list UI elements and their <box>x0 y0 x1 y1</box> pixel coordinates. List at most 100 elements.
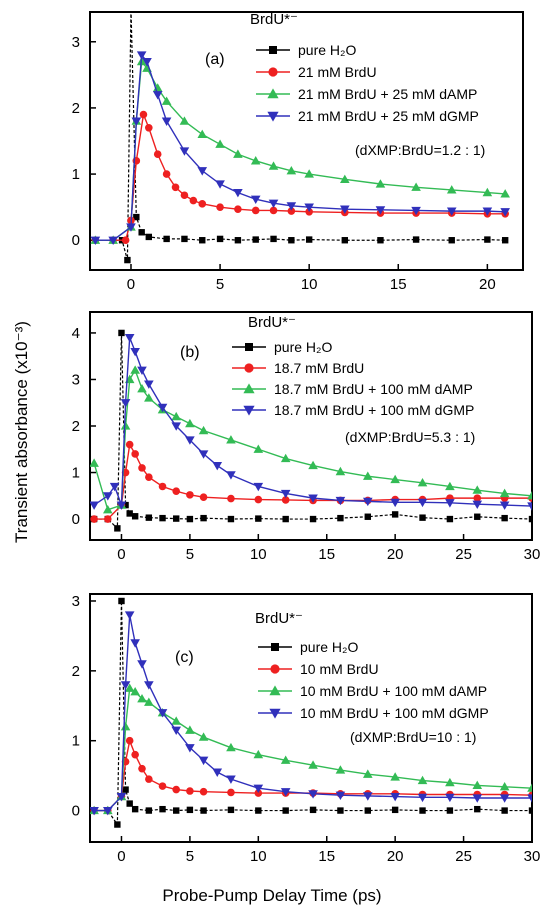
data-point-damp <box>130 687 140 696</box>
data-point-damp <box>152 83 163 92</box>
legend-marker-brdu <box>244 363 254 373</box>
data-point-dgmp <box>198 756 209 766</box>
data-point-brdu <box>251 206 260 215</box>
data-point-pure_h2o <box>364 807 371 814</box>
data-point-pure_h2o <box>501 237 509 244</box>
x-tick-label: 5 <box>216 276 224 293</box>
data-point-damp <box>226 435 236 444</box>
data-point-dgmp <box>500 208 510 217</box>
data-point-damp <box>362 769 373 778</box>
data-point-dgmp <box>124 333 135 343</box>
series-line-dgmp <box>93 337 532 507</box>
data-point-dgmp <box>411 206 421 216</box>
data-point-brdu <box>158 482 167 491</box>
data-point-damp <box>417 775 428 785</box>
data-point-damp <box>280 453 291 463</box>
data-point-damp <box>472 485 483 494</box>
data-point-dgmp <box>390 792 400 802</box>
data-point-pure_h2o <box>501 514 508 522</box>
data-point-dgmp <box>215 180 225 189</box>
x-tick-label: 10 <box>250 546 267 563</box>
data-point-damp <box>171 716 182 725</box>
data-point-pure_h2o <box>234 237 242 244</box>
ratio-annotation: (dXMP:BrdU=5.3 : 1) <box>345 429 475 445</box>
legend-marker-dgmp <box>269 708 281 719</box>
data-point-damp <box>445 481 455 491</box>
data-point-dgmp <box>226 775 236 784</box>
data-point-pure_h2o <box>419 514 426 521</box>
data-point-brdu <box>269 206 278 215</box>
data-point-dgmp <box>131 117 142 126</box>
data-point-brdu <box>171 183 180 192</box>
x-axis-title: Probe-Pump Delay Time (ps) <box>162 886 382 905</box>
data-point-pure_h2o <box>528 515 532 523</box>
data-point-brdu <box>227 788 235 797</box>
data-point-damp <box>286 165 297 175</box>
data-point-dgmp <box>335 791 346 800</box>
data-point-pure_h2o <box>145 233 153 241</box>
data-point-dgmp <box>130 639 140 648</box>
data-point-pure_h2o <box>227 806 235 814</box>
data-point-damp <box>417 477 428 487</box>
data-point-damp <box>445 777 455 787</box>
data-point-damp <box>335 765 346 774</box>
data-point-dgmp <box>116 792 127 802</box>
data-point-dgmp <box>226 471 236 480</box>
data-point-brdu <box>216 203 224 211</box>
data-point-brdu <box>199 493 208 501</box>
y-tick-label: 0 <box>72 803 80 820</box>
data-point-pure_h2o <box>282 515 289 523</box>
legend-marker-brdu <box>270 664 280 674</box>
data-point-brdu <box>145 473 153 481</box>
data-point-damp <box>362 471 373 480</box>
data-point-dgmp <box>212 461 223 471</box>
data-point-dgmp <box>171 422 182 431</box>
data-point-pure_h2o <box>446 515 454 523</box>
data-point-pure_h2o <box>133 213 140 221</box>
data-point-dgmp <box>157 709 168 718</box>
data-point-pure_h2o <box>173 515 180 522</box>
data-point-pure_h2o <box>181 235 188 243</box>
panel-label: (c) <box>175 649 194 666</box>
data-point-pure_h2o <box>337 514 344 522</box>
data-point-pure_h2o <box>126 510 133 517</box>
series-line-dgmp <box>95 53 506 241</box>
data-point-dgmp <box>212 768 223 777</box>
legend-marker-damp <box>243 383 255 394</box>
data-point-pure_h2o <box>122 501 129 509</box>
data-point-pure_h2o <box>118 597 125 605</box>
data-point-dgmp <box>161 117 172 126</box>
data-point-damp <box>527 783 532 792</box>
x-tick-label: 10 <box>250 848 267 865</box>
data-point-pure_h2o <box>282 807 289 814</box>
data-point-damp <box>137 693 147 703</box>
data-point-brdu <box>198 200 207 208</box>
y-tick-label: 3 <box>72 593 80 610</box>
legend-marker-damp <box>269 685 281 696</box>
data-point-damp <box>120 421 131 430</box>
x-tick-label: 0 <box>127 276 135 293</box>
data-point-damp <box>304 169 314 178</box>
series-line-damp <box>94 687 532 812</box>
data-point-brdu <box>287 207 296 215</box>
data-point-dgmp <box>136 51 147 60</box>
data-point-dgmp <box>120 399 131 408</box>
data-point-dgmp <box>179 147 190 156</box>
data-point-pure_h2o <box>227 515 235 523</box>
data-point-damp <box>340 174 350 183</box>
data-point-dgmp <box>375 206 386 215</box>
data-point-damp <box>171 411 182 421</box>
data-point-brdu <box>473 494 482 502</box>
data-point-dgmp <box>280 489 291 499</box>
data-point-pure_h2o <box>216 235 224 243</box>
data-point-dgmp <box>499 501 510 510</box>
data-point-damp <box>185 418 195 428</box>
series-group <box>90 597 532 828</box>
y-tick-label: 4 <box>72 325 80 342</box>
series-line-pure_h2o <box>95 12 506 261</box>
data-point-damp <box>499 488 510 498</box>
data-point-damp <box>179 116 190 125</box>
data-point-dgmp <box>102 806 113 816</box>
data-point-pure_h2o <box>159 805 166 813</box>
